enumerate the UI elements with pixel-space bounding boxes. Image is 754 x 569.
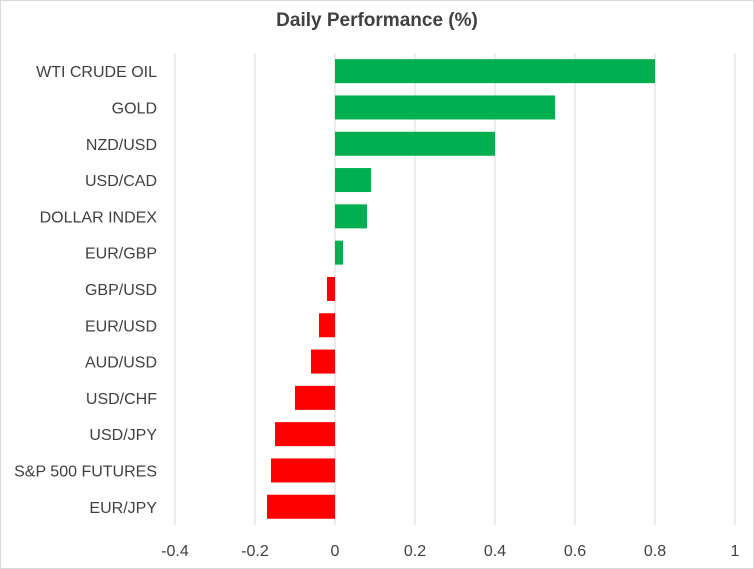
bar [335, 59, 655, 84]
x-tick-label: 1 [731, 543, 740, 560]
category-label: GOLD [112, 100, 157, 117]
category-label: S&P 500 FUTURES [14, 463, 157, 480]
x-tick-label: 0 [331, 543, 340, 560]
x-tick-label: -0.4 [161, 543, 189, 560]
category-label: WTI CRUDE OIL [36, 64, 157, 81]
category-label: DOLLAR INDEX [40, 209, 158, 226]
bar [319, 313, 335, 338]
bar [335, 168, 371, 193]
category-label: USD/CAD [85, 173, 157, 190]
x-tick-label: 0.6 [564, 543, 586, 560]
category-label: GBP/USD [85, 282, 157, 299]
bar [311, 349, 335, 374]
gridlines [174, 53, 736, 525]
x-tick-label: 0.8 [644, 543, 666, 560]
category-label: USD/CHF [86, 391, 157, 408]
category-label: NZD/USD [86, 137, 157, 154]
x-tick-label: -0.2 [241, 543, 269, 560]
chart-title: Daily Performance (%) [276, 10, 478, 31]
x-axis-tick-labels: -0.4 -0.2 0 0.2 0.4 0.6 0.8 1 [161, 543, 739, 560]
category-label: AUD/USD [85, 355, 157, 372]
x-tick-label: 0.4 [484, 543, 506, 560]
category-label: EUR/GBP [85, 246, 157, 263]
bar [327, 276, 335, 301]
category-label: USD/JPY [89, 427, 157, 444]
category-label: EUR/USD [85, 318, 157, 335]
bar [271, 458, 335, 483]
bars [267, 59, 655, 519]
bar [267, 494, 335, 519]
bar [335, 240, 343, 265]
category-label: EUR/JPY [89, 500, 157, 517]
category-labels: WTI CRUDE OIL GOLD NZD/USD USD/CAD DOLLAR IN… [14, 64, 157, 517]
bar [295, 385, 335, 410]
bar [335, 95, 555, 120]
x-tick-label: 0.2 [404, 543, 426, 560]
bar [335, 131, 495, 156]
bar [335, 204, 367, 229]
bar [275, 422, 335, 447]
